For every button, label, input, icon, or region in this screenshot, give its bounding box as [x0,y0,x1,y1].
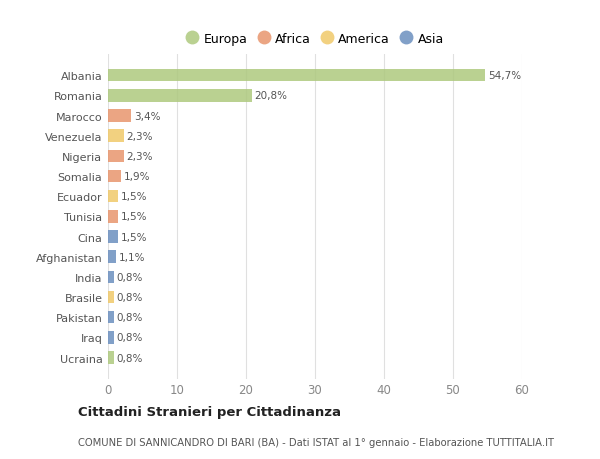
Text: 0,8%: 0,8% [116,272,143,282]
Text: 1,5%: 1,5% [121,192,148,202]
Bar [108,110,131,123]
Bar [108,150,124,163]
Bar [108,271,113,284]
Text: 2,3%: 2,3% [127,151,153,162]
Bar [108,311,113,324]
Bar [108,130,124,143]
Text: Cittadini Stranieri per Cittadinanza: Cittadini Stranieri per Cittadinanza [78,405,341,419]
Bar [108,251,116,263]
Bar [108,90,251,102]
Text: 1,5%: 1,5% [121,232,148,242]
Text: 0,8%: 0,8% [116,333,143,342]
Bar [108,190,118,203]
Bar [108,291,113,303]
Text: 0,8%: 0,8% [116,353,143,363]
Text: 20,8%: 20,8% [254,91,287,101]
Bar [108,211,118,223]
Text: COMUNE DI SANNICANDRO DI BARI (BA) - Dati ISTAT al 1° gennaio - Elaborazione TUT: COMUNE DI SANNICANDRO DI BARI (BA) - Dat… [78,437,554,447]
Text: 1,1%: 1,1% [118,252,145,262]
Text: 1,5%: 1,5% [121,212,148,222]
Text: 0,8%: 0,8% [116,313,143,323]
Text: 3,4%: 3,4% [134,111,161,121]
Bar [108,170,121,183]
Text: 54,7%: 54,7% [488,71,521,81]
Bar [108,70,485,82]
Legend: Europa, Africa, America, Asia: Europa, Africa, America, Asia [182,29,448,50]
Text: 1,9%: 1,9% [124,172,151,182]
Bar [108,231,118,243]
Bar [108,352,113,364]
Text: 2,3%: 2,3% [127,131,153,141]
Text: 0,8%: 0,8% [116,292,143,302]
Bar [108,331,113,344]
